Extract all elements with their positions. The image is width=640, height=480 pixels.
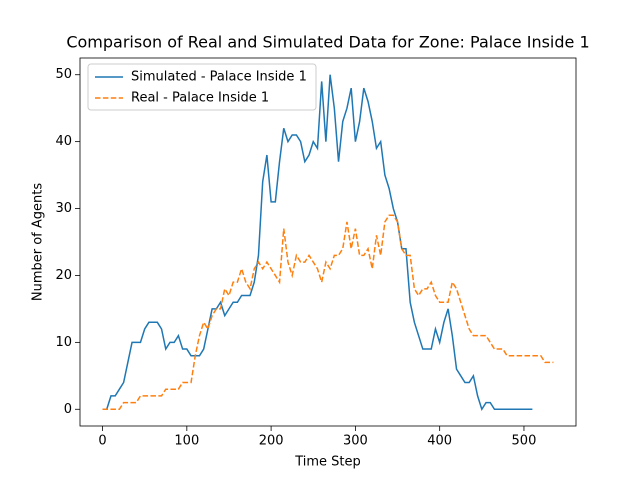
data-line [102, 214, 554, 411]
y-tick-label: 40 [55, 134, 72, 149]
x-tick-label: 500 [512, 434, 537, 449]
legend-label: Simulated - Palace Inside 1 [131, 70, 307, 85]
y-axis-label: Number of Agents [31, 183, 46, 301]
legend: Simulated - Palace Inside 1 Real - Palace… [87, 63, 317, 111]
x-tick-label: 100 [174, 434, 199, 449]
x-tick-label: 0 [98, 434, 106, 449]
y-tick-label: 0 [64, 402, 72, 417]
plot-frame [79, 57, 577, 427]
x-axis-label: Time Step [294, 455, 361, 470]
data-line [102, 74, 533, 412]
y-tick-label: 50 [55, 67, 72, 82]
y-tick-label: 30 [55, 201, 72, 216]
x-tick-label: 400 [427, 434, 452, 449]
chart-title: Comparison of Real and Simulated Data fo… [66, 33, 589, 52]
x-tick-label: 300 [343, 434, 368, 449]
x-tick-label: 200 [259, 434, 284, 449]
y-tick-label: 20 [55, 268, 72, 283]
legend-box [87, 63, 317, 111]
legend-label: Real - Palace Inside 1 [131, 91, 269, 106]
y-tick-label: 10 [55, 335, 72, 350]
